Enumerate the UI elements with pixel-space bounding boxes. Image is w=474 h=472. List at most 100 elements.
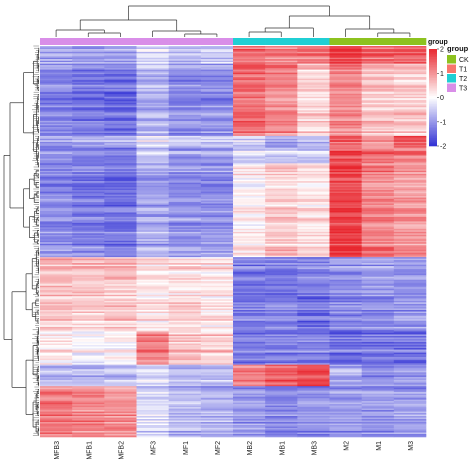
- heatmap-cell: [233, 275, 266, 277]
- heatmap-cell: [329, 342, 362, 344]
- heatmap-cell: [361, 367, 395, 370]
- heatmap-cell: [393, 361, 427, 364]
- heatmap-cell: [233, 349, 266, 352]
- heatmap-cell: [200, 200, 234, 203]
- heatmap-cell: [297, 176, 330, 179]
- heatmap-cell: [297, 337, 330, 340]
- heatmap-cell: [297, 210, 330, 213]
- heatmap-cell: [104, 267, 137, 270]
- heatmap-cell: [297, 387, 330, 390]
- heatmap-cell: [297, 227, 330, 230]
- heatmap-cell: [168, 276, 202, 279]
- heatmap-cell: [104, 83, 137, 85]
- heatmap-cell: [40, 243, 73, 246]
- heatmap-cell: [265, 273, 298, 276]
- group-bar-cell: [265, 38, 298, 45]
- heatmap-cell: [393, 293, 427, 296]
- heatmap-cell: [361, 416, 395, 418]
- heatmap-cell: [104, 422, 137, 424]
- heatmap-cell: [40, 146, 73, 148]
- heatmap-cell: [168, 334, 202, 337]
- heatmap-cell: [168, 69, 202, 72]
- heatmap-cell: [297, 434, 330, 436]
- heatmap-cell: [361, 242, 395, 245]
- heatmap-cell: [72, 182, 105, 185]
- heatmap-cell: [233, 285, 266, 288]
- heatmap-cell: [265, 414, 298, 417]
- heatmap-cell: [297, 110, 330, 113]
- heatmap-cell: [361, 404, 395, 406]
- heatmap-cell: [329, 228, 362, 231]
- heatmap-cell: [104, 71, 137, 73]
- heatmap-cell: [233, 276, 266, 279]
- heatmap-cell: [361, 59, 395, 61]
- heatmap-cell: [168, 239, 202, 242]
- heatmap-cell: [297, 80, 330, 82]
- heatmap-cell: [104, 392, 137, 394]
- heatmap-cell: [233, 187, 266, 189]
- heatmap-cell: [168, 187, 202, 189]
- heatmap-cell: [200, 310, 234, 312]
- heatmap-cell: [361, 335, 395, 338]
- heatmap-cell: [168, 264, 202, 267]
- heatmap-cell: [104, 111, 137, 114]
- heatmap-cell: [104, 222, 137, 225]
- heatmap-cell: [393, 384, 427, 387]
- heatmap-cell: [40, 328, 73, 331]
- heatmap-cell: [393, 143, 427, 146]
- heatmap-cell: [265, 81, 298, 84]
- heatmap-cell: [72, 120, 105, 123]
- heatmap-cell: [40, 224, 73, 227]
- color-scale-step: [429, 49, 437, 51]
- heatmap-cell: [168, 363, 202, 365]
- heatmap-cell: [233, 426, 266, 429]
- heatmap-cell: [136, 210, 169, 213]
- heatmap-cell: [329, 272, 362, 274]
- heatmap-cell: [265, 60, 298, 63]
- heatmap-cell: [136, 169, 169, 172]
- heatmap-cell: [361, 173, 395, 176]
- heatmap-cell: [297, 383, 330, 385]
- heatmap-cell: [361, 422, 395, 424]
- heatmap-cell: [361, 205, 395, 207]
- heatmap-cell: [233, 216, 266, 219]
- heatmap-cell: [265, 234, 298, 237]
- heatmap-cell: [40, 181, 73, 183]
- heatmap-cell: [72, 332, 105, 335]
- heatmap-cell: [136, 297, 169, 300]
- heatmap-cell: [393, 390, 427, 393]
- heatmap-cell: [393, 120, 427, 123]
- heatmap-cell: [72, 320, 105, 323]
- heatmap-cell: [265, 119, 298, 122]
- heatmap-cell: [72, 158, 105, 161]
- heatmap-cell: [136, 53, 169, 56]
- heatmap-cell: [104, 163, 137, 166]
- heatmap-cell: [136, 175, 169, 178]
- heatmap-cell: [393, 95, 427, 98]
- heatmap-cell: [104, 320, 137, 323]
- heatmap-cell: [200, 284, 234, 287]
- heatmap-cell: [72, 402, 105, 405]
- heatmap-cell: [40, 393, 73, 396]
- heatmap-cell: [200, 357, 234, 359]
- heatmap-cell: [168, 381, 202, 384]
- heatmap-cell: [136, 345, 169, 347]
- heatmap-cell: [40, 275, 73, 277]
- heatmap-cell: [329, 51, 362, 54]
- heatmap-cell: [393, 207, 427, 210]
- heatmap-cell: [136, 114, 169, 117]
- heatmap-cell: [200, 399, 234, 402]
- heatmap-cell: [393, 303, 427, 306]
- heatmap-cell: [361, 108, 395, 111]
- heatmap-cell: [200, 234, 234, 237]
- heatmap-cell: [168, 317, 202, 320]
- heatmap-cell: [168, 78, 202, 81]
- heatmap-cell: [136, 152, 169, 155]
- heatmap-cell: [393, 326, 427, 329]
- heatmap-cell: [265, 376, 298, 379]
- heatmap-cell: [72, 141, 105, 144]
- heatmap-cell: [136, 179, 169, 182]
- heatmap-cell: [104, 243, 137, 246]
- heatmap-cell: [329, 245, 362, 248]
- heatmap-cell: [329, 104, 362, 107]
